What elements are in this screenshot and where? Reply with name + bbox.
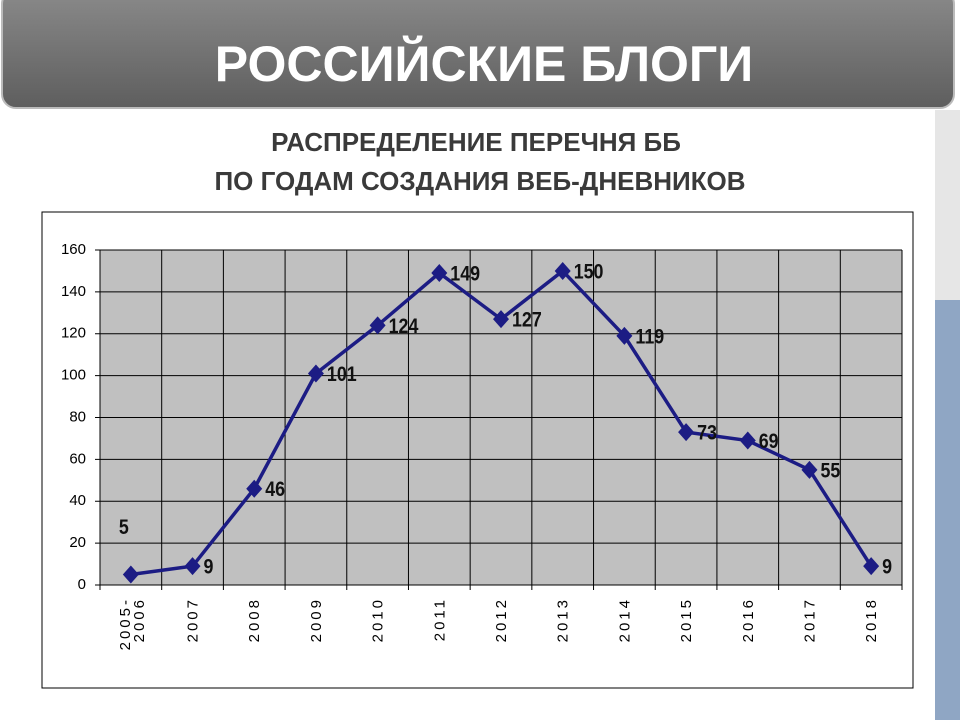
marker [801,460,818,479]
y-tick-label: 120 [61,325,86,342]
x-tick-label: 2015 [678,597,695,642]
x-tick-label: 2009 [308,597,325,642]
y-tick-label: 40 [69,492,86,509]
y-tick-label: 0 [78,576,86,593]
data-label: 9 [882,555,892,579]
data-label: 127 [512,308,542,332]
x-tick-label: 2018 [863,597,880,642]
data-label: 46 [265,478,285,502]
x-tick-label: 2008 [246,597,263,642]
x-tick-label: 2010 [370,597,387,642]
marker [246,479,263,498]
x-tick-label: 2013 [555,597,572,642]
x-tick-label: 2014 [616,597,633,642]
marker [122,565,139,584]
data-label: 149 [450,262,480,286]
marker [307,364,324,383]
chart-title: ПО ГОДАМ СОЗДАНИЯ ВЕБ-ДНЕВНИКОВ [214,166,745,196]
y-tick-label: 20 [69,534,86,551]
y-tick-label: 160 [61,241,86,258]
data-label: 55 [820,459,840,483]
marker [493,310,509,329]
data-label: 124 [389,315,419,339]
y-tick-label: 80 [69,408,86,425]
y-tick-label: 140 [61,283,86,300]
header-title: РОССИЙСКИЕ БЛОГИ [215,35,753,92]
x-tick-label: 2017 [801,597,818,642]
x-tick-label: 2012 [493,597,510,642]
data-label: 150 [574,260,604,284]
marker [616,326,633,345]
x-tick-label: 2005-2006 [117,597,148,650]
y-tick-label: 60 [69,450,86,467]
side-strip [935,110,960,300]
marker [431,264,448,283]
header-bar [1,0,955,109]
marker [678,423,695,442]
data-label: 69 [759,430,779,454]
data-label: 101 [327,363,357,387]
marker [369,316,386,335]
x-tick-label: 2016 [740,597,757,642]
x-tick-label: 2007 [185,597,202,642]
marker [863,557,880,576]
data-label: 9 [204,555,214,579]
data-label: 119 [635,325,664,349]
chart-title: РАСПРЕДЕЛЕНИЕ ПЕРЕЧНЯ ББ [271,127,681,157]
side-strip [935,300,960,720]
data-label: 5 [119,516,129,540]
y-tick-label: 100 [61,367,86,384]
marker [184,557,201,576]
data-label: 73 [697,421,717,445]
x-tick-label: 2011 [431,597,448,641]
marker [554,261,571,280]
marker [739,431,756,450]
